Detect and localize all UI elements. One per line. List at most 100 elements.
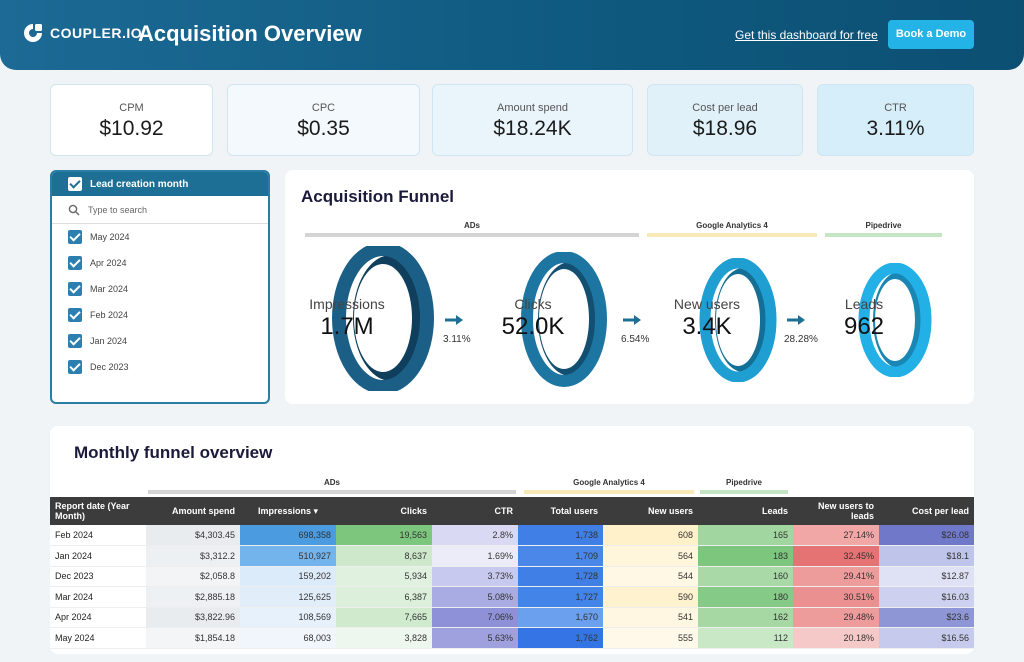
col-header-impressions[interactable]: Impressions ▾: [240, 497, 336, 525]
funnel-ring-new-users: [699, 258, 777, 382]
col-header-new-users[interactable]: New users: [603, 497, 698, 525]
kpi-card-cost-per-lead: Cost per lead $18.96: [647, 84, 803, 156]
source-bar-ads: [305, 233, 639, 237]
arrow-right-icon: [445, 315, 463, 325]
col-header-clicks[interactable]: Clicks: [336, 497, 432, 525]
col-header-report-date[interactable]: Report date (Year Month): [50, 497, 146, 525]
table-title: Monthly funnel overview: [74, 443, 273, 462]
cell-report-date: Dec 2023: [50, 566, 146, 587]
cell-clicks: 19,563: [336, 525, 432, 546]
cell-impressions: 125,625: [240, 586, 336, 608]
cell-new-users: 564: [603, 545, 698, 567]
col-header-leads[interactable]: Leads: [698, 497, 793, 525]
checkbox-icon[interactable]: [68, 282, 82, 296]
cell-new-users-to-leads: 29.48%: [793, 607, 879, 628]
filter-option[interactable]: Jan 2024: [52, 328, 268, 354]
checkbox-icon[interactable]: [68, 334, 82, 348]
cell-impressions: 159,202: [240, 566, 336, 587]
logo-text: COUPLER.IO: [50, 25, 143, 41]
cell-clicks: 8,637: [336, 545, 432, 567]
table-row[interactable]: May 2024 $1,854.18 68,003 3,828 5.63% 1,762 55…: [50, 627, 974, 649]
filter-option[interactable]: Dec 2023: [52, 354, 268, 380]
stage-label: Clicks: [514, 296, 552, 312]
cell-report-date: May 2024: [50, 627, 146, 649]
cell-new-users-to-leads: 29.41%: [793, 566, 879, 587]
stage-label: Impressions: [309, 296, 385, 312]
filter-option[interactable]: Mar 2024: [52, 276, 268, 302]
col-header-amount-spend[interactable]: Amount spend: [146, 497, 240, 525]
cell-new-users-to-leads: 30.51%: [793, 586, 879, 608]
cell-ctr: 5.08%: [432, 586, 518, 608]
col-header-ctr[interactable]: CTR: [432, 497, 518, 525]
source-label-ga: Google Analytics 4: [696, 221, 768, 230]
search-input[interactable]: Type to search: [88, 204, 148, 215]
option-label: Mar 2024: [90, 284, 129, 294]
table-row[interactable]: Jan 2024 $3,312.2 510,927 8,637 1.69% 1,709 56…: [50, 545, 974, 567]
cell-clicks: 7,665: [336, 607, 432, 628]
checkbox-icon[interactable]: [68, 360, 82, 374]
table-source-bar-pipedrive: [700, 490, 788, 494]
filter-option[interactable]: Apr 2024: [52, 250, 268, 276]
cell-amount-spend: $2,058.8: [146, 566, 240, 587]
cell-new-users: 590: [603, 586, 698, 608]
cell-total-users: 1,728: [518, 566, 603, 587]
cell-new-users-to-leads: 27.14%: [793, 525, 879, 546]
funnel-ring-clicks: [521, 252, 607, 387]
cell-total-users: 1,727: [518, 586, 603, 608]
table-header-row: Report date (Year Month) Amount spend Im…: [50, 497, 974, 525]
cell-ctr: 7.06%: [432, 607, 518, 628]
cell-leads: 183: [698, 545, 793, 567]
kpi-value: $0.35: [297, 117, 350, 140]
cell-cost-per-lead: $16.56: [879, 627, 974, 649]
checkbox-icon[interactable]: [68, 308, 82, 322]
table-source-bar-ads: [148, 490, 516, 494]
cell-report-date: Feb 2024: [50, 525, 146, 546]
book-demo-button[interactable]: Book a Demo: [888, 20, 974, 49]
cell-clicks: 5,934: [336, 566, 432, 587]
arrow-right-icon: [623, 315, 641, 325]
col-header-cost-per-lead[interactable]: Cost per lead: [879, 497, 974, 525]
cell-ctr: 1.69%: [432, 545, 518, 567]
table-row[interactable]: Feb 2024 $4,303.45 698,358 19,563 2.8% 1,738 6…: [50, 525, 974, 546]
cell-total-users: 1,670: [518, 607, 603, 628]
table-row[interactable]: Dec 2023 $2,058.8 159,202 5,934 3.73% 1,728 54…: [50, 566, 974, 587]
get-dashboard-link[interactable]: Get this dashboard for free: [735, 28, 878, 42]
filter-option[interactable]: Feb 2024: [52, 302, 268, 328]
cell-ctr: 3.73%: [432, 566, 518, 587]
table-row[interactable]: Apr 2024 $3,822.96 108,569 7,665 7.06% 1,670 5…: [50, 607, 974, 628]
table-source-bar-ga: [524, 490, 694, 494]
table-row[interactable]: Mar 2024 $2,885.18 125,625 6,387 5.08% 1,727 5…: [50, 586, 974, 608]
col-header-new-users-to-leads[interactable]: New users to leads: [793, 497, 879, 525]
cell-amount-spend: $1,854.18: [146, 627, 240, 649]
cell-leads: 180: [698, 586, 793, 608]
cell-impressions: 510,927: [240, 545, 336, 567]
filter-title: Lead creation month: [90, 178, 189, 190]
conversion-rate: 3.11%: [443, 334, 471, 345]
cell-amount-spend: $3,312.2: [146, 545, 240, 567]
checkbox-icon[interactable]: [68, 256, 82, 270]
cell-impressions: 698,358: [240, 525, 336, 546]
cell-new-users-to-leads: 20.18%: [793, 627, 879, 649]
cell-new-users-to-leads: 32.45%: [793, 545, 879, 567]
kpi-value: $18.24K: [493, 117, 572, 140]
cell-total-users: 1,738: [518, 525, 603, 546]
funnel-title: Acquisition Funnel: [301, 187, 454, 206]
conversion-rate: 6.54%: [621, 334, 650, 345]
acquisition-funnel-card: Acquisition Funnel ADs Google Analytics …: [285, 170, 974, 404]
logo[interactable]: COUPLER.IO: [22, 22, 142, 44]
source-label-pipedrive: Pipedrive: [865, 221, 902, 230]
filter-header[interactable]: Lead creation month: [52, 172, 268, 196]
kpi-label: CPC: [311, 102, 336, 114]
select-all-checkbox-icon[interactable]: [68, 177, 82, 191]
col-header-total-users[interactable]: Total users: [518, 497, 603, 525]
filter-option[interactable]: May 2024: [52, 224, 268, 250]
cell-leads: 165: [698, 525, 793, 546]
arrow-right-icon: [787, 315, 805, 325]
filter-search[interactable]: Type to search: [52, 196, 268, 224]
kpi-label: Cost per lead: [692, 102, 758, 114]
kpi-value: $10.92: [99, 117, 164, 140]
checkbox-icon[interactable]: [68, 230, 82, 244]
cell-report-date: Mar 2024: [50, 586, 146, 608]
kpi-card-cpm: CPM $10.92: [50, 84, 213, 156]
cell-cost-per-lead: $12.87: [879, 566, 974, 587]
